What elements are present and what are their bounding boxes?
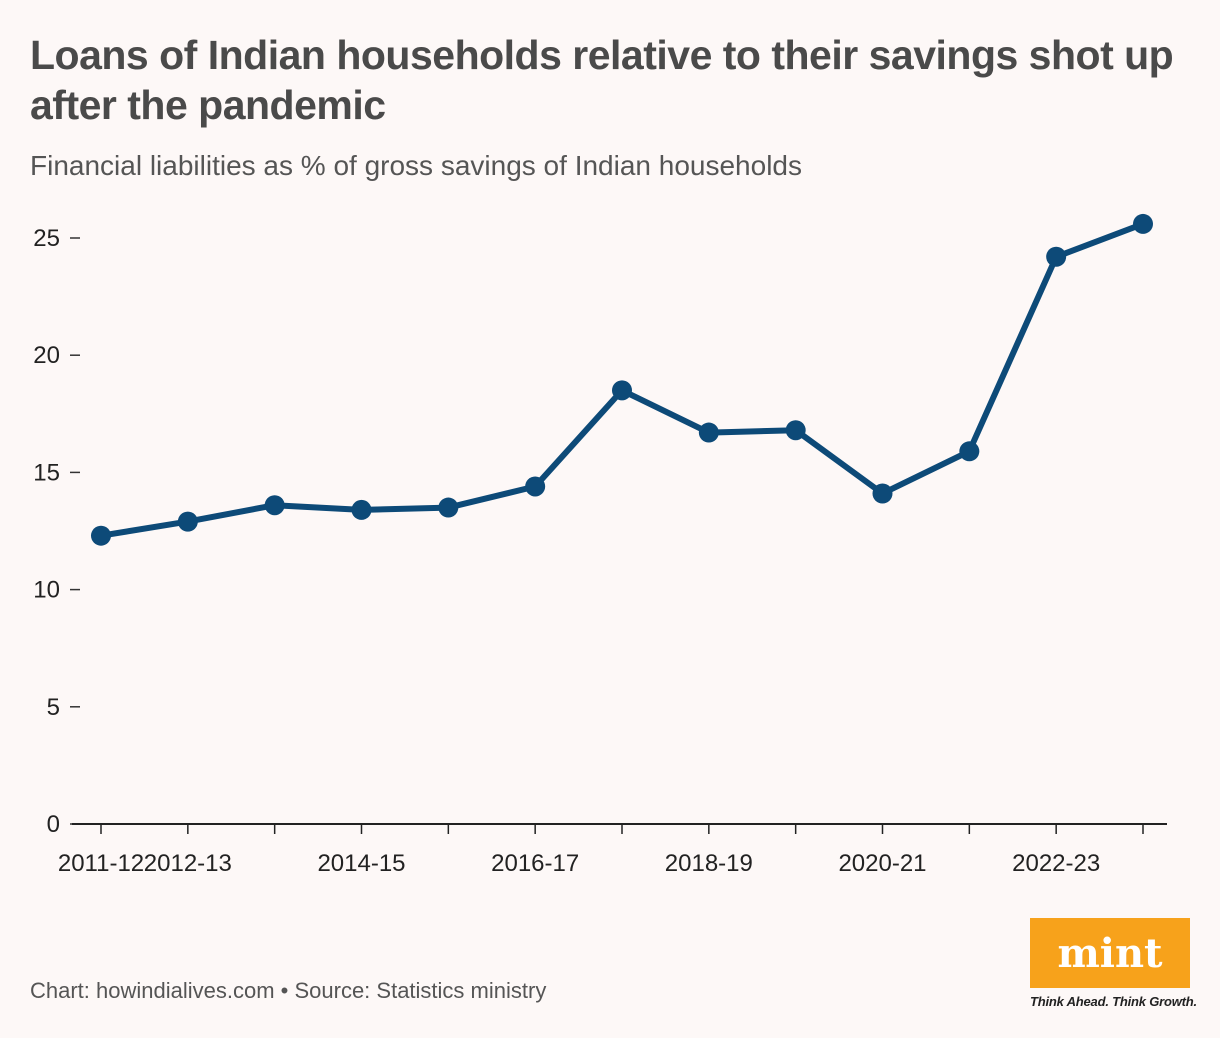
- data-point: [264, 495, 285, 516]
- x-tick-label: 2012-13: [144, 850, 232, 877]
- data-point: [959, 441, 980, 462]
- line-chart: 0 5 10 15 20 25 2011-12 2012-13 2014-15 2016-17 20…: [33, 213, 1167, 877]
- chart-subtitle: Financial liabilities as % of gross savi…: [30, 150, 802, 181]
- mint-logo-box: mint: [1030, 918, 1190, 988]
- y-tick-label: 25: [33, 225, 60, 252]
- data-point: [525, 476, 546, 497]
- data-point: [438, 497, 459, 518]
- mint-tagline: Think Ahead. Think Growth.: [1030, 994, 1197, 1009]
- data-point: [91, 525, 111, 546]
- x-tick-label: 2022-23: [1012, 850, 1100, 877]
- source-credit: Chart: howindialives.com • Source: Stati…: [30, 978, 547, 1003]
- y-tick-label: 0: [47, 811, 60, 838]
- y-tick-label: 15: [33, 459, 60, 486]
- x-tick-label: 2018-19: [665, 850, 753, 877]
- mint-logo: mint Think Ahead. Think Growth.: [1030, 918, 1197, 1009]
- x-tick-label: 2014-15: [317, 850, 405, 877]
- x-tick-label: 2020-21: [838, 850, 926, 877]
- chart-title: Loans of Indian households relative to t…: [30, 32, 1174, 128]
- data-point: [698, 422, 719, 443]
- data-point: [785, 420, 806, 441]
- x-tick-label: 2016-17: [491, 850, 579, 877]
- data-point: [612, 380, 632, 401]
- data-point: [1046, 246, 1067, 267]
- y-tick-label: 10: [33, 577, 60, 604]
- data-point: [1133, 213, 1153, 234]
- series-line: [98, 220, 1146, 539]
- data-point: [177, 511, 198, 532]
- y-tick-label: 20: [33, 342, 60, 369]
- data-point: [351, 499, 372, 520]
- y-tick-label: 5: [47, 694, 60, 721]
- x-tick-label: 2011-12: [58, 850, 144, 877]
- data-point: [872, 483, 893, 504]
